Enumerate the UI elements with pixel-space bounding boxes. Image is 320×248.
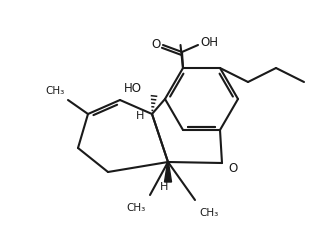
Text: O: O <box>228 161 237 175</box>
Text: CH₃: CH₃ <box>127 203 146 213</box>
Polygon shape <box>164 162 172 182</box>
Text: O: O <box>152 38 161 52</box>
Text: H: H <box>136 111 144 121</box>
Text: OH: OH <box>200 35 218 49</box>
Text: CH₃: CH₃ <box>199 208 218 218</box>
Text: HO: HO <box>124 82 142 94</box>
Text: H: H <box>160 182 168 192</box>
Text: CH₃: CH₃ <box>46 86 65 96</box>
